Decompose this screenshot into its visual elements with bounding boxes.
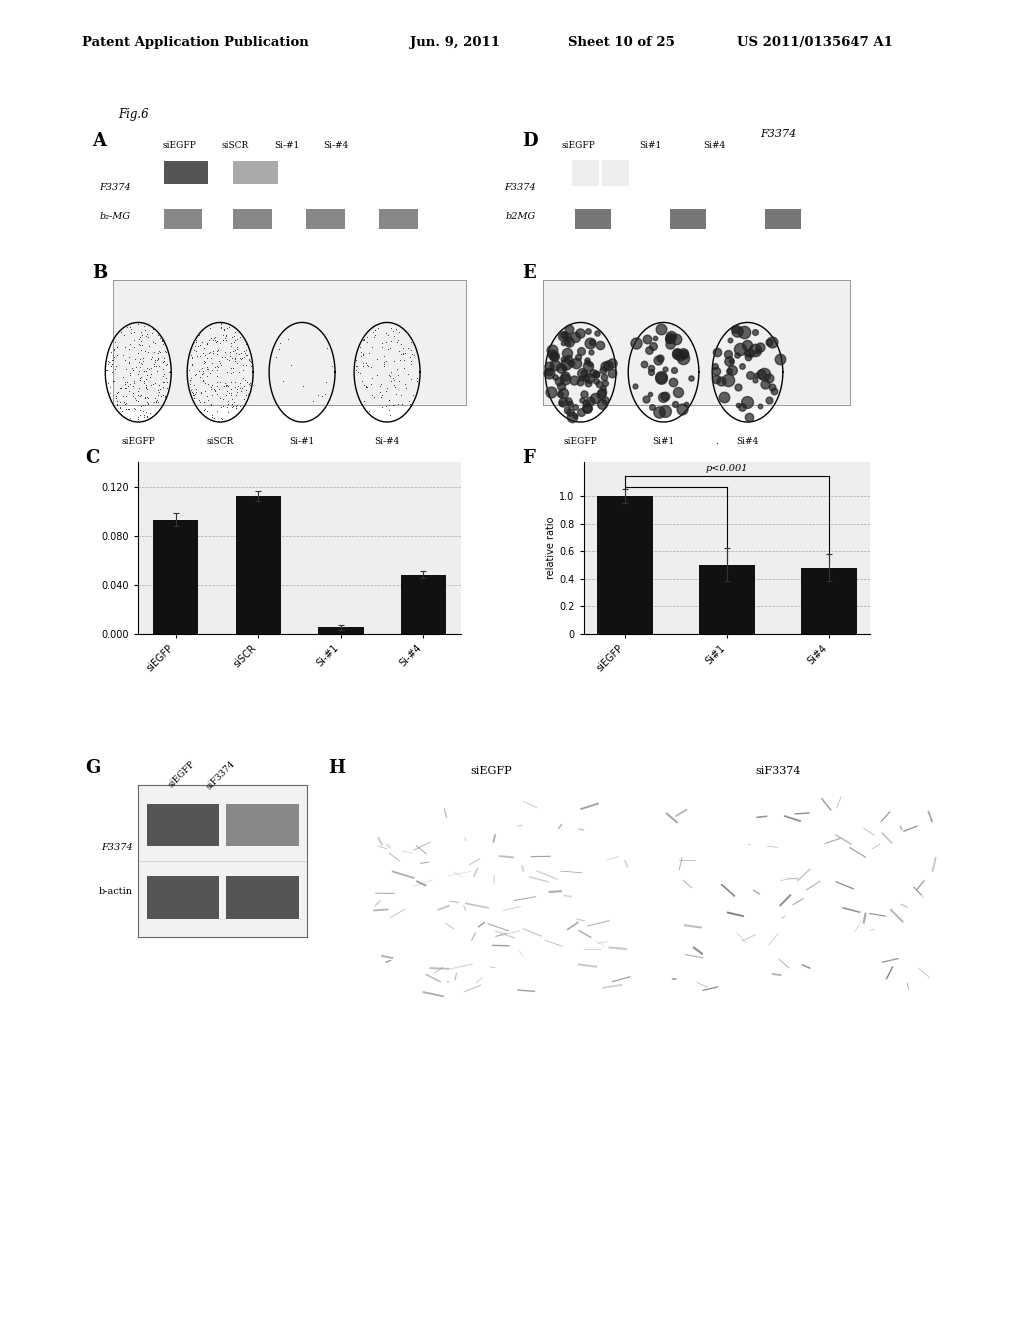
Text: US 2011/0135647 A1: US 2011/0135647 A1 — [737, 36, 893, 49]
Text: p<0.001: p<0.001 — [706, 465, 749, 473]
Bar — [233, 161, 278, 183]
Bar — [153, 520, 199, 634]
Bar — [602, 161, 629, 186]
Bar — [671, 209, 707, 228]
Bar — [575, 209, 611, 228]
Text: F3374: F3374 — [101, 843, 133, 851]
Bar — [699, 565, 755, 634]
Bar — [164, 209, 202, 228]
Bar — [236, 496, 281, 634]
Text: Si-#4: Si-#4 — [324, 141, 348, 150]
Bar — [226, 804, 299, 846]
Text: siEGFP: siEGFP — [561, 141, 596, 150]
Bar — [400, 574, 446, 634]
Text: Jun. 9, 2011: Jun. 9, 2011 — [410, 36, 500, 49]
Bar — [146, 804, 219, 846]
Text: F3374: F3374 — [760, 129, 797, 140]
Text: siF3374: siF3374 — [756, 766, 801, 776]
Text: b₂-MG: b₂-MG — [100, 213, 131, 220]
Text: Si#4: Si#4 — [703, 141, 726, 150]
Text: Sheet 10 of 25: Sheet 10 of 25 — [568, 36, 675, 49]
Text: siSCR: siSCR — [222, 141, 249, 150]
Bar — [306, 209, 344, 228]
Bar — [233, 209, 271, 228]
Text: Si#1: Si#1 — [639, 141, 662, 150]
Bar — [146, 876, 219, 919]
Text: siEGFP: siEGFP — [563, 437, 598, 446]
Text: Si#1: Si#1 — [652, 437, 675, 446]
Text: A: A — [92, 132, 106, 150]
Text: b-actin: b-actin — [99, 887, 133, 895]
Text: siEGFP: siEGFP — [167, 759, 198, 789]
Text: siEGFP: siEGFP — [121, 437, 156, 446]
Text: siF3374: siF3374 — [205, 759, 238, 791]
Text: Patent Application Publication: Patent Application Publication — [82, 36, 308, 49]
Text: Si-#1: Si-#1 — [290, 437, 314, 446]
Text: D: D — [522, 132, 538, 150]
Bar — [226, 876, 299, 919]
Text: G: G — [85, 759, 100, 777]
Bar — [380, 209, 418, 228]
Text: siEGFP: siEGFP — [471, 766, 512, 776]
Text: Fig.6: Fig.6 — [118, 108, 148, 121]
Text: H: H — [328, 759, 345, 777]
Bar — [597, 496, 653, 634]
Text: B: B — [92, 264, 108, 282]
Text: Si-#1: Si-#1 — [274, 141, 299, 150]
Text: b2MG: b2MG — [505, 213, 536, 220]
Text: siEGFP: siEGFP — [162, 141, 197, 150]
Y-axis label: relative ratio: relative ratio — [547, 516, 556, 579]
Text: siSCR: siSCR — [207, 437, 233, 446]
Bar — [164, 161, 208, 183]
Text: F: F — [522, 449, 536, 467]
Text: F3374: F3374 — [504, 183, 536, 191]
Bar — [572, 161, 599, 186]
Text: .: . — [716, 437, 718, 446]
Text: E: E — [522, 264, 536, 282]
Text: Si-#4: Si-#4 — [375, 437, 399, 446]
Text: Si#4: Si#4 — [736, 437, 759, 446]
Bar — [766, 209, 801, 228]
Bar — [801, 568, 857, 634]
Bar — [318, 627, 364, 634]
Text: F3374: F3374 — [99, 183, 131, 191]
Text: C: C — [85, 449, 99, 467]
